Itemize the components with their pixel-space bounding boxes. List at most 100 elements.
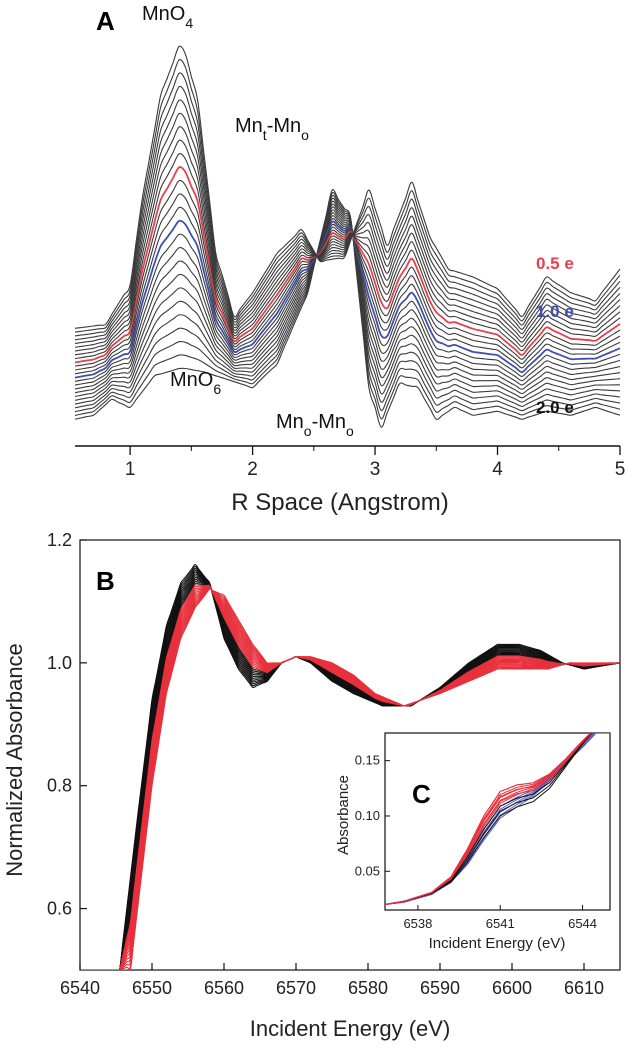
- panel-a-tick-label: 3: [370, 459, 381, 480]
- panel-c-y-tick-label: 0.05: [355, 863, 380, 878]
- panel-b-x-tick-label: 6540: [60, 978, 100, 998]
- panel-b-trace: [80, 567, 620, 970]
- panel-b-x-tick-label: 6600: [492, 978, 532, 998]
- annotation-mnt-mno: Mnt-Mno: [235, 115, 309, 143]
- panel-a-trace: [74, 206, 621, 375]
- panel-a-trace: [74, 126, 621, 352]
- panel-b-x-tick-label: 6590: [420, 978, 460, 998]
- panel-a-tick-label: 1: [125, 459, 136, 480]
- panel-a-trace: [74, 209, 621, 394]
- panel-a-trace: [74, 85, 621, 341]
- panel-c-x-tick-label: 6538: [403, 916, 432, 931]
- panel-b-trace: [80, 585, 620, 970]
- panel-a-tick-label: 2: [247, 459, 258, 480]
- panel-b-x-tick-label: 6560: [204, 978, 244, 998]
- panel-c-y-ticks: 0.05 0.10 0.15: [355, 753, 390, 878]
- panel-b-trace: [80, 588, 620, 970]
- panel-b-trace: [80, 586, 620, 970]
- panel-b-trace: [80, 575, 620, 970]
- panel-c-trace: [385, 733, 592, 905]
- panel-a-trace: [74, 200, 621, 405]
- panel-a-traces: [74, 45, 621, 428]
- panel-a-trace: [74, 197, 621, 409]
- annotation-mno4: MnO4: [142, 3, 193, 31]
- panel-b-x-tick-label: 6580: [348, 978, 388, 998]
- panel-c-x-tick-label: 6544: [568, 916, 597, 931]
- panel-b-x-ticks: 6540 6550 6560 6570 6580 6590 6600 6610: [60, 963, 604, 998]
- panel-b: 6540 6550 6560 6570 6580 6590 6600 6610 0.6 0.8 1…: [2, 530, 621, 1041]
- panel-b-y-ticks: 0.6 0.8 1.0 1.2: [47, 530, 87, 919]
- panel-b-trace: [80, 582, 620, 970]
- series-label-2-0e: 2.0 e: [536, 398, 574, 417]
- annotation-mno6: MnO6: [170, 369, 221, 397]
- panel-c-letter: C: [412, 779, 431, 809]
- panel-b-trace: [80, 585, 620, 970]
- annotation-mno-mno: Mno-Mno: [276, 411, 354, 439]
- panel-b-x-label: Incident Energy (eV): [250, 1016, 451, 1041]
- panel-a-trace: [74, 112, 621, 348]
- panel-a-trace: [74, 99, 621, 345]
- panel-b-y-tick-label: 1.2: [47, 530, 72, 550]
- panel-a-tick-label: 4: [492, 459, 503, 480]
- panel-a-trace: [74, 139, 621, 356]
- panel-b-trace: [80, 578, 620, 970]
- panel-b-trace: [80, 587, 620, 970]
- panel-c-y-tick-label: 0.15: [355, 753, 380, 768]
- panel-a-trace: [74, 153, 621, 360]
- panel-b-trace: [80, 573, 620, 970]
- panel-b-trace: [80, 586, 620, 970]
- panel-b-trace: [80, 565, 620, 970]
- panel-b-y-tick-label: 0.6: [47, 899, 72, 919]
- panel-c-traces: [385, 733, 610, 905]
- series-label-1-0e: 1.0 e: [536, 302, 574, 321]
- panel-b-trace: [80, 585, 620, 970]
- panel-b-letter: B: [96, 566, 115, 596]
- panel-a-trace: [74, 179, 621, 367]
- panel-a-trace: [74, 45, 621, 329]
- panel-b-x-tick-label: 6550: [132, 978, 172, 998]
- panel-a-trace: [74, 206, 621, 398]
- panel-b-trace: [80, 587, 620, 970]
- panel-b-traces: [80, 564, 620, 970]
- panel-b-trace: [80, 584, 620, 970]
- panel-b-trace: [80, 564, 620, 970]
- panel-b-trace: [80, 588, 620, 970]
- panel-a-trace: [74, 215, 621, 386]
- panel-b-trace: [80, 586, 620, 970]
- panel-c-x-ticks: 6538 6541 6544: [403, 905, 597, 931]
- panel-c-y-tick-label: 0.10: [355, 808, 380, 823]
- panel-c-x-label: Incident Energy (eV): [429, 935, 566, 952]
- panel-b-trace: [80, 588, 620, 970]
- panel-c-x-tick-label: 6541: [486, 916, 515, 931]
- panel-b-trace: [80, 580, 620, 970]
- panel-a-trace: [74, 189, 621, 428]
- panel-b-trace: [80, 571, 620, 970]
- panel-b-trace: [80, 577, 620, 970]
- panel-b-x-tick-label: 6570: [276, 978, 316, 998]
- panel-a-trace: [74, 193, 621, 371]
- series-label-0-5e: 0.5 e: [536, 254, 574, 273]
- panel-b-y-tick-label: 0.8: [47, 776, 72, 796]
- panel-b-trace: [80, 569, 620, 970]
- panel-a-letter: A: [96, 6, 115, 36]
- panel-b-frame: [79, 539, 621, 971]
- panel-a-trace: [74, 212, 621, 390]
- panel-a-x-ticks: 1 2 3 4 5: [125, 446, 625, 480]
- panel-a-trace: [74, 194, 621, 413]
- panel-c-inset: 6538 6541 6544 0.05 0.10 0.15 C Incident Ene…: [335, 732, 611, 952]
- panel-a-trace: [74, 218, 621, 382]
- panel-a-tick-label: 5: [615, 459, 626, 480]
- panel-b-y-tick-label: 1.0: [47, 653, 72, 673]
- panel-a-trace: [74, 219, 621, 379]
- panel-a-trace: [74, 203, 621, 401]
- panel-b-trace: [80, 587, 620, 970]
- panel-b-x-tick-label: 6610: [564, 978, 604, 998]
- panel-a-x-label: R Space (Angstrom): [231, 489, 448, 516]
- panel-a-trace: [74, 191, 621, 420]
- panel-a-trace: [74, 166, 621, 364]
- panel-b-y-label: Normalized Absorbance: [2, 643, 27, 877]
- panel-c-y-label: Absorbance: [335, 775, 352, 855]
